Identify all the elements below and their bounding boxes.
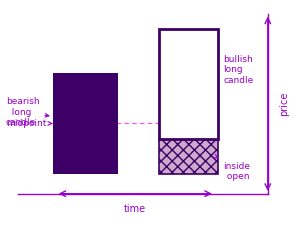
Text: bullish
long
candle: bullish long candle [213, 55, 254, 85]
Text: bearish
  long
candle: bearish long candle [6, 97, 49, 127]
Bar [159, 139, 218, 174]
Bar [159, 29, 218, 139]
Text: price: price [279, 92, 289, 116]
Text: time: time [124, 204, 146, 214]
Text: midpoint: midpoint [6, 119, 52, 128]
Text: inside
 open: inside open [214, 155, 250, 181]
Bar [53, 73, 118, 174]
